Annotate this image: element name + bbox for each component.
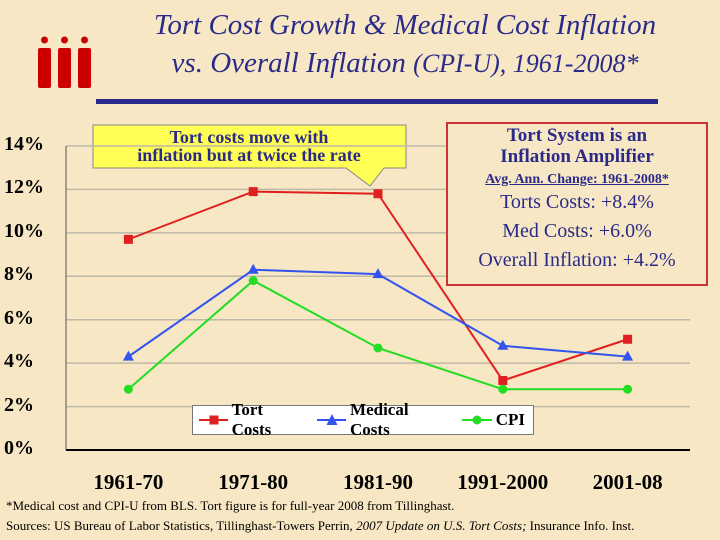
callout-line-1: Tort costs move with xyxy=(169,127,329,147)
x-tick-label: 1991-2000 xyxy=(457,470,549,494)
data-point-tort-costs xyxy=(123,234,133,244)
callout-line-2: inflation but at twice the rate xyxy=(137,145,361,165)
title-line-2-paren: (CPI-U), 1961-2008* xyxy=(413,49,639,78)
legend-swatch-icon xyxy=(199,415,228,425)
info-box: Tort System is an Inflation Amplifier Av… xyxy=(446,122,708,286)
info-heading-1: Tort System is an xyxy=(506,125,648,146)
data-point-tort-costs xyxy=(498,376,508,386)
y-tick-label: 4% xyxy=(4,350,34,373)
data-point-medical-costs xyxy=(122,350,134,361)
title-line-1: Tort Cost Growth & Medical Cost Inflatio… xyxy=(153,9,657,41)
data-point-cpi xyxy=(623,384,633,394)
legend-label: Medical Costs xyxy=(350,400,409,439)
title-line-2-main: vs. Overall Inflation xyxy=(171,47,406,79)
callout-text: Tort costs move with inflation but at tw… xyxy=(96,128,402,164)
y-tick-label: 0% xyxy=(4,437,34,459)
info-subheading: Avg. Ann. Change: 1961-2008* xyxy=(485,172,669,187)
sources-prefix: Sources: US Bureau of Labor Statistics, … xyxy=(6,518,357,533)
data-point-cpi xyxy=(248,276,258,286)
x-tick-label: 1981-90 xyxy=(343,470,413,494)
sources: Sources: US Bureau of Labor Statistics, … xyxy=(6,518,634,534)
stat-overall-inflation: Overall Inflation: +4.2% xyxy=(478,249,676,271)
data-point-medical-costs xyxy=(247,263,259,274)
legend-item: CPI xyxy=(461,410,525,430)
info-heading-2: Inflation Amplifier xyxy=(500,146,654,167)
data-point-tort-costs xyxy=(248,187,258,197)
chart-title: Tort Cost Growth & Medical Cost Inflatio… xyxy=(100,6,710,83)
footnote: *Medical cost and CPI-U from BLS. Tort f… xyxy=(6,498,455,513)
legend-item: Medical Costs xyxy=(317,400,447,440)
legend-swatch-icon xyxy=(461,415,492,425)
chart-legend: Tort Costs Medical Costs CPI xyxy=(192,400,534,439)
y-tick-label: 10% xyxy=(4,219,44,242)
data-point-tort-costs xyxy=(373,189,383,199)
y-tick-label: 12% xyxy=(4,176,44,199)
y-tick-label: 14% xyxy=(4,133,44,155)
legend-swatch-icon xyxy=(317,414,347,425)
y-tick-label: 2% xyxy=(4,393,34,416)
legend-item: Tort Costs xyxy=(199,400,303,440)
sources-italic: 2007 Update on U.S. Tort Costs; xyxy=(356,518,527,533)
data-point-tort-costs xyxy=(623,334,633,344)
iii-logo xyxy=(38,36,91,88)
stat-tort-costs: Torts Costs: +8.4% xyxy=(500,191,654,213)
data-point-cpi xyxy=(498,384,508,394)
callout-bubble xyxy=(92,124,407,187)
data-point-medical-costs xyxy=(622,350,634,361)
y-tick-label: 6% xyxy=(4,306,34,329)
data-point-medical-costs xyxy=(372,268,384,279)
legend-label: CPI xyxy=(495,410,525,429)
stat-med-costs: Med Costs: +6.0% xyxy=(502,220,652,242)
series-line-cpi xyxy=(127,279,628,391)
title-underline xyxy=(96,99,658,104)
legend-label: Tort Costs xyxy=(231,400,272,439)
data-point-cpi xyxy=(123,384,133,394)
title-line-2: vs. Overall Inflation (CPI-U), 1961-2008… xyxy=(100,44,710,83)
sources-suffix: Insurance Info. Inst. xyxy=(526,518,635,533)
x-tick-label: 2001-08 xyxy=(592,470,663,494)
x-tick-label: 1971-80 xyxy=(218,470,289,494)
y-tick-label: 8% xyxy=(4,263,34,286)
data-point-cpi xyxy=(373,343,383,353)
data-point-medical-costs xyxy=(497,339,509,350)
x-tick-label: 1961-70 xyxy=(93,470,164,494)
